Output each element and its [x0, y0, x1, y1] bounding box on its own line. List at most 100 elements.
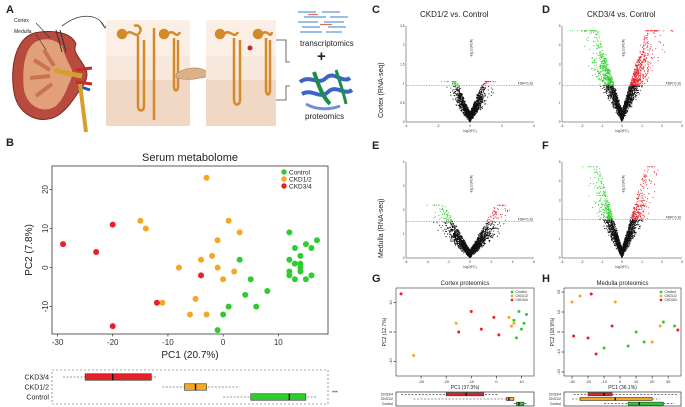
volcano-point: [481, 107, 483, 110]
volcano-point: [640, 81, 642, 83]
volcano-point: [632, 73, 635, 75]
volcano-point: [596, 47, 598, 49]
volcano-point: [611, 101, 614, 103]
y-tick-label: 1: [403, 232, 405, 236]
volcano-point: [449, 239, 451, 241]
volcano-point: [640, 84, 642, 86]
volcano-point: [627, 98, 629, 100]
volcano-point: [648, 77, 650, 79]
volcano-point: [479, 96, 481, 98]
volcano-point: [635, 76, 637, 78]
panel-label-f: F: [542, 140, 549, 152]
volcano-point: [473, 104, 475, 106]
volcano-point: [462, 100, 464, 103]
volcano-point: [635, 68, 637, 70]
volcano-point: [605, 61, 607, 63]
volcano-point: [658, 30, 660, 32]
volcano-point: [481, 246, 483, 248]
volcano-point: [482, 97, 484, 99]
volcano-point: [605, 77, 607, 79]
volcano-point: [483, 87, 485, 89]
y-tick-label: 4: [403, 160, 405, 164]
volcano-point: [443, 81, 445, 83]
volcano-point: [478, 101, 480, 103]
volcano-point: [664, 51, 666, 53]
volcano-point: [608, 80, 610, 82]
volcano-point: [609, 93, 611, 95]
panel-label-b: B: [6, 137, 14, 149]
volcano-point: [481, 84, 484, 86]
y-tick-label: 0: [403, 256, 405, 260]
volcano-point: [616, 113, 619, 115]
volcano-point: [638, 56, 641, 58]
volcano-point: [600, 78, 602, 81]
volcano-point: [471, 110, 473, 112]
volcano-point: [586, 38, 588, 40]
volcano-point: [455, 242, 457, 244]
volcano-point: [488, 93, 490, 95]
volcano-point: [466, 107, 468, 110]
panel-label-a: A: [6, 4, 14, 16]
x-tick-label: 2: [490, 260, 492, 264]
volcano-point: [628, 87, 630, 89]
volcano-point: [481, 245, 483, 247]
volcano-point: [494, 214, 496, 216]
volcano-point: [490, 95, 492, 97]
volcano-point: [646, 34, 648, 36]
volcano-point: [470, 119, 472, 121]
volcano-point: [462, 111, 464, 113]
volcano-point: [603, 76, 606, 78]
volcano-point: [597, 75, 600, 77]
volcano-point: [638, 79, 640, 81]
volcano-point: [481, 98, 483, 100]
volcano-point: [641, 64, 643, 66]
volcano-point: [629, 89, 631, 91]
volcano-point: [612, 100, 614, 102]
volcano-point: [450, 94, 452, 96]
volcano-point: [614, 103, 616, 105]
volcano-point: [589, 30, 591, 32]
volcano-point: [598, 43, 600, 45]
volcano-point: [599, 79, 601, 81]
volcano-point: [611, 102, 613, 104]
volcano-point: [601, 56, 603, 59]
volcano-point: [463, 101, 465, 103]
volcano-point: [605, 63, 607, 65]
volcano-point: [638, 93, 640, 95]
volcano-point: [653, 31, 655, 33]
volcano-point: [492, 213, 494, 215]
volcano-point: [482, 101, 484, 103]
volcano-point: [630, 85, 632, 88]
x-tick-label: -2: [437, 124, 440, 128]
volcano-point: [619, 111, 621, 113]
volcano-point: [577, 30, 579, 32]
volcano-point: [460, 98, 462, 100]
volcano-point: [463, 111, 465, 113]
volcano-point: [657, 56, 659, 59]
volcano-point: [483, 229, 485, 231]
volcano-point: [482, 95, 484, 98]
volcano-point: [628, 104, 630, 106]
volcano-point: [649, 30, 651, 32]
volcano-point: [603, 80, 605, 82]
volcano-point: [644, 48, 646, 50]
volcano-point: [612, 97, 614, 99]
volcano-point: [604, 72, 606, 74]
volcano-point: [492, 214, 494, 216]
volcano-point: [603, 86, 605, 88]
volcano-point: [600, 43, 602, 45]
volcano-point: [640, 72, 642, 74]
volcano-point: [483, 92, 485, 94]
volcano-point: [624, 100, 626, 102]
volcano-point: [452, 98, 454, 100]
volcano-point: [643, 39, 645, 41]
volcano-point: [466, 106, 468, 108]
volcano-point: [482, 84, 484, 86]
volcano-point: [649, 47, 651, 49]
x-tick-label: -3: [561, 124, 564, 128]
volcano-point: [490, 91, 493, 93]
volcano-point: [618, 104, 620, 106]
volcano-point: [610, 95, 613, 98]
volcano-point: [490, 223, 492, 225]
volcano-point: [644, 43, 646, 45]
